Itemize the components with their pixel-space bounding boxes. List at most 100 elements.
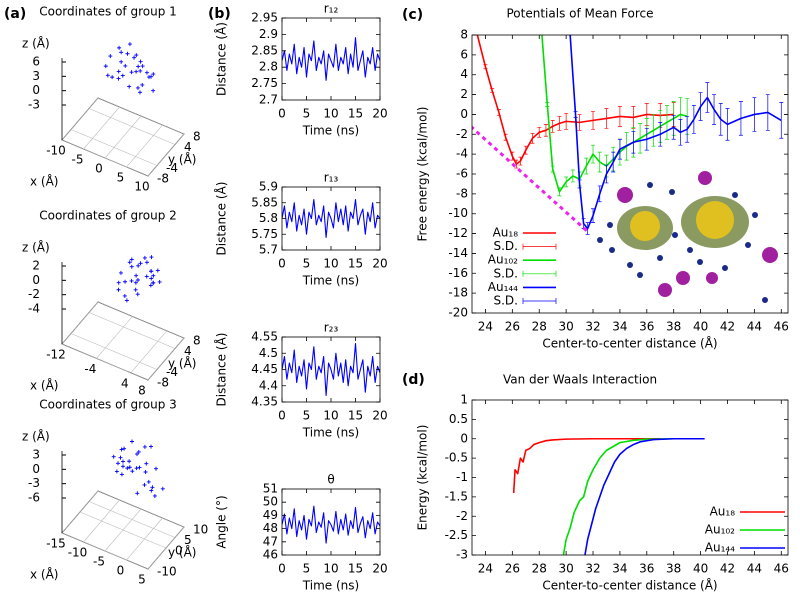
point [127,42,132,47]
point [118,455,123,460]
plot-area [472,35,784,235]
error-bar [573,111,578,118]
x-tick-label: 8 [138,384,146,398]
error-bar [584,157,589,175]
grid-line [147,133,185,177]
y-tick-label: 4 [184,140,192,154]
y-tick-label: 2.85 [251,43,278,57]
plot-area [282,505,380,544]
panel-label: (a) [4,6,26,22]
x-tick-label: 20 [372,562,387,576]
x-tick-label: 5 [303,562,311,576]
z-tick-label: -3 [28,98,40,112]
series-line [282,37,380,81]
x-tick-label: 0 [278,409,286,423]
grid-line [83,106,120,150]
y-tick-label: -3 [456,548,468,562]
legend-swatch [522,270,557,277]
y-tick-label: 50 [263,495,278,509]
error-bar [765,94,770,131]
legend-label: Au₁₀₂ [705,523,735,537]
legend-swatch [522,243,557,250]
error-bar [617,138,622,160]
y-tick-label: 0.5 [449,412,468,426]
x-tick-label: 34 [612,562,627,576]
y-axis-label: Distance (Å) [214,182,229,256]
grid-line [96,316,133,359]
y-tick-label: -8 [157,172,169,186]
x-tick-label: 24 [478,562,493,576]
x-tick-label: 5 [303,257,311,271]
point [130,439,134,444]
error-bar [564,113,569,130]
grid-line [97,97,185,135]
error-bar [518,156,523,166]
grid-line [70,129,158,166]
y-tick-label: 2.75 [251,76,278,90]
error-bar [503,133,508,141]
point [135,292,140,297]
grid-line [104,115,142,159]
error-bar [779,102,784,139]
point [132,55,137,60]
point [125,466,130,471]
molecule-illustration [597,171,778,303]
point [155,268,160,273]
point [154,466,158,471]
x-axis-label: x (Å) [30,378,59,393]
x-tick-label: 36 [639,562,654,576]
error-bar [557,187,562,197]
point [118,270,123,275]
point [135,491,140,496]
x-axis-label: Time (ns) [302,426,359,440]
grid-line [61,343,149,381]
x-tick-label: 42 [720,562,735,576]
point [129,278,134,283]
y-tick-label: 8 [193,130,201,144]
error-bar [651,114,656,147]
point [143,470,148,475]
y-axis-label: Angle (°) [215,495,229,548]
point [149,276,154,281]
chart-title: r₁₂ [324,2,339,16]
gold-core [630,211,660,241]
series-line [584,437,705,555]
x-tick-label: 44 [747,320,762,334]
z-tick-label: 0 [32,83,40,97]
y-tick-label: -6 [456,167,468,181]
z-tick-label: 3 [32,69,40,83]
ion [762,247,778,263]
y-tick-label: -16 [448,266,468,280]
error-bar [664,105,669,140]
chart-title: Coordinates of group 3 [39,398,177,412]
point [140,82,145,87]
chart-title: r₁₃ [324,171,339,185]
x-tick-label: -10 [46,144,66,158]
grid-line [88,501,176,538]
x-tick-label: 15 [348,409,363,423]
error-bar [557,116,562,131]
y-tick-label: 5.7 [259,243,278,257]
point [133,280,138,285]
point [110,75,115,80]
error-bar [591,144,596,164]
ion [617,187,633,203]
error-bar [671,115,676,140]
x-tick-label: 40 [693,562,708,576]
y-tick-label: -8 [157,376,169,390]
point [103,64,108,69]
x-tick-label: 40 [693,320,708,334]
error-bar [577,179,582,189]
error-bar [691,105,696,134]
z-tick-label: 3 [32,448,40,462]
x-tick-label: 38 [666,562,681,576]
y-tick-label: -10 [448,206,468,220]
point [149,444,153,449]
panel-label: (d) [402,372,425,388]
point [129,257,134,262]
y-tick-label: 4.5 [259,346,278,360]
point [149,269,154,274]
y-tick-label: -0.5 [445,451,468,465]
plot-area [282,342,380,397]
x-tick-label: 5 [138,573,146,587]
